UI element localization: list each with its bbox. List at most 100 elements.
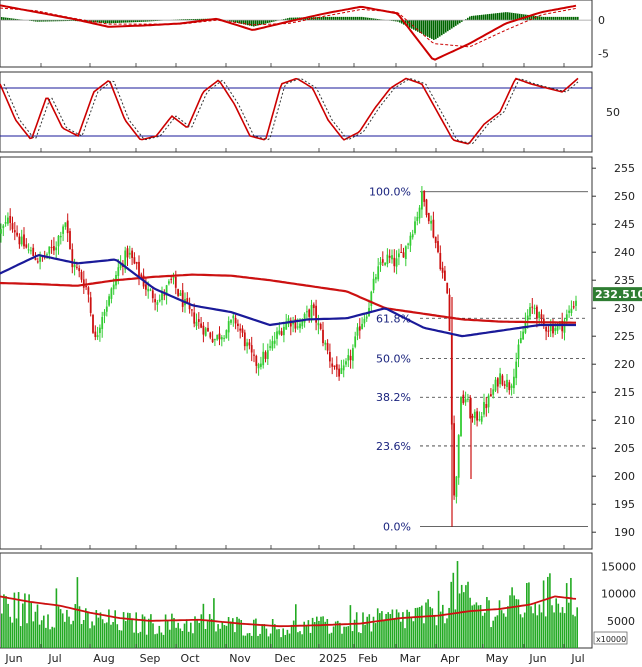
volume-bar [505, 616, 507, 648]
month-label: Dec [274, 652, 295, 665]
macd-histogram-bar [59, 20, 61, 22]
candle-body [80, 271, 83, 280]
volume-bar [383, 620, 385, 648]
volume-bar [236, 616, 238, 648]
volume-bar [313, 622, 316, 648]
fibonacci-levels: 100.0% 61.8% 50.0% 38.2% 23.6% 0.0% [369, 186, 588, 534]
volume-bar [473, 604, 476, 648]
volume-bar [362, 612, 364, 648]
macd-histogram-bar [251, 20, 253, 27]
macd-histogram-bar [379, 19, 381, 21]
volume-bar [246, 633, 249, 648]
volume-bar [408, 611, 410, 648]
candle-body [250, 345, 253, 353]
candle-body [476, 411, 478, 421]
volume-bar [89, 628, 91, 648]
macd-signal-line [0, 7, 577, 48]
volume-bar [517, 599, 520, 648]
candle-body [324, 342, 327, 345]
macd-histogram-bar [535, 15, 537, 21]
macd-histogram-bar [467, 17, 469, 21]
macd-histogram-bar [65, 20, 67, 22]
macd-histogram-bar [181, 19, 183, 21]
macd-histogram-bar [501, 12, 503, 21]
macd-histogram-bar [539, 16, 541, 21]
volume-bar [397, 612, 400, 648]
volume-bar [38, 624, 41, 648]
price-tick-label: 215 [614, 386, 635, 399]
volume-bar [280, 637, 282, 648]
macd-histogram-bar [513, 13, 515, 21]
macd-histogram-bar [317, 17, 319, 21]
candle-body [536, 306, 538, 319]
macd-histogram-bar [517, 13, 519, 21]
candle-body [243, 332, 246, 347]
macd-histogram-bar [515, 13, 517, 21]
macd-histogram-bar [343, 16, 345, 21]
candle-body [306, 311, 308, 313]
candle-body [310, 305, 313, 319]
moving-average-red [0, 273, 576, 324]
candle-body [96, 335, 99, 338]
macd-histogram-bar [71, 20, 73, 21]
candle-body [147, 288, 150, 292]
volume-bar [544, 616, 547, 648]
candle-body [411, 234, 414, 238]
macd-histogram-bar [327, 16, 329, 21]
macd-histogram-bar [229, 20, 231, 22]
volume-bar [124, 621, 127, 648]
candle-body [223, 337, 225, 339]
volume-bar [169, 629, 171, 648]
macd-histogram-bar [397, 20, 399, 22]
candle-body [490, 394, 492, 397]
macd-histogram-bar [407, 20, 409, 27]
macd-histogram-bar [321, 16, 323, 21]
volume-bar [181, 631, 184, 648]
volume-bar [326, 618, 329, 648]
macd-histogram-bar [257, 20, 259, 26]
macd-histogram-bar [283, 19, 285, 21]
macd-histogram-bar [401, 20, 403, 24]
stochastic-d-line [3, 77, 579, 145]
macd-histogram-bar [7, 17, 9, 21]
macd-histogram-bar [419, 20, 421, 33]
candle-body [480, 416, 483, 422]
volume-bar [301, 634, 303, 648]
macd-histogram-bar [469, 16, 471, 21]
volume-bar [561, 607, 564, 648]
volume-bar [87, 611, 89, 648]
macd-histogram-bar [507, 12, 509, 21]
volume-bar [120, 630, 123, 648]
volume-bar [274, 624, 276, 648]
volume-bar [423, 623, 425, 648]
macd-histogram-bar [425, 20, 427, 36]
candle-body [331, 363, 334, 367]
price-tick-label: 210 [614, 414, 635, 427]
price-tick-label: 235 [614, 274, 635, 287]
volume-bar [194, 616, 196, 648]
candle-body [161, 292, 163, 300]
candle-body [202, 325, 205, 335]
candle-body [216, 334, 219, 340]
volume-bar [316, 616, 318, 648]
macd-histogram-bar [411, 20, 413, 29]
candle-body [393, 257, 396, 267]
candle-body [487, 395, 490, 408]
volume-bar [435, 625, 438, 648]
volume-bar [13, 592, 16, 648]
macd-histogram-bar [45, 20, 47, 22]
volume-bar [72, 620, 74, 648]
candle-body [225, 330, 228, 339]
volume-bar [255, 618, 257, 648]
volume-bar [532, 613, 534, 648]
month-label: Sep [140, 652, 161, 665]
macd-histogram-bar [471, 15, 473, 21]
macd-histogram-bar [1, 17, 3, 21]
volume-bar [217, 624, 219, 648]
macd-histogram-bar [275, 20, 277, 22]
volume-bar [437, 590, 440, 648]
candle-body [234, 317, 237, 324]
macd-histogram-bar [239, 20, 241, 24]
macd-histogram-bar [291, 17, 293, 21]
macd-histogram-bar [109, 20, 111, 24]
